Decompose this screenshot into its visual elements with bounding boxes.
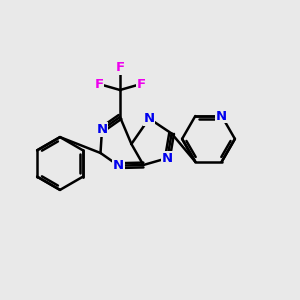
Text: N: N (96, 123, 108, 136)
Text: N: N (143, 112, 155, 125)
Text: F: F (136, 77, 146, 91)
Text: N: N (162, 152, 173, 165)
Text: F: F (116, 61, 124, 74)
Text: N: N (113, 159, 124, 172)
Text: N: N (216, 110, 227, 122)
Text: F: F (94, 77, 103, 91)
